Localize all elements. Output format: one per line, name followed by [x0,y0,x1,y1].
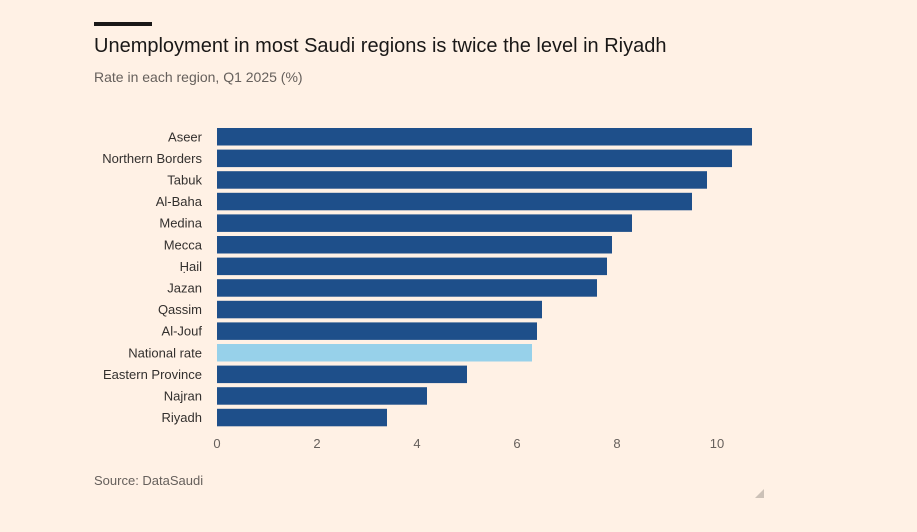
x-tick-label: 8 [613,436,620,451]
x-axis-ticks: 0 2 4 6 8 10 [213,436,724,451]
title-accent-rule [94,22,152,26]
x-tick-label: 10 [710,436,724,451]
x-tick-label: 0 [213,436,220,451]
bar-najran [217,387,427,405]
category-label-al-jouf: Al-Jouf [162,324,203,339]
category-label-national-rate: National rate [128,345,202,360]
bar-al-baha [217,192,692,211]
bar-riyadh [217,408,387,427]
chart-subtitle: Rate in each region, Q1 2025 (%) [94,69,303,85]
resize-grip-icon [755,489,764,498]
category-label-riyadh: Riyadh [162,410,202,425]
category-label-al-baha: Al-Baha [156,194,203,209]
category-label-eastern-province: Eastern Province [103,367,202,382]
bar-jazan [217,279,597,297]
category-label-aseer: Aseer [168,129,203,144]
bars [217,128,752,427]
bar-national-rate [217,344,532,362]
category-labels: Aseer Northern Borders Tabuk Al-Baha Medina M… [102,129,202,425]
bar-aseer [217,128,752,146]
bar-eastern-province [217,365,467,384]
category-label-jazan: Jazan [167,280,202,295]
bar-northern-borders [217,149,732,168]
category-label-hail: Ḥail [180,259,203,274]
category-label-qassim: Qassim [158,302,202,317]
bar-tabuk [217,171,707,189]
category-label-najran: Najran [164,388,202,403]
bar-qassim [217,300,542,319]
x-tick-label: 2 [313,436,320,451]
chart-title: Unemployment in most Saudi regions is tw… [94,35,667,57]
x-tick-label: 6 [513,436,520,451]
x-tick-label: 4 [413,436,420,451]
category-label-northern-borders: Northern Borders [102,151,202,166]
bar-mecca [217,236,612,254]
bar-al-jouf [217,322,537,340]
bar-hail [217,257,607,276]
category-label-medina: Medina [159,216,202,231]
source-note: Source: DataSaudi [94,473,204,488]
category-label-mecca: Mecca [164,237,203,252]
bar-medina [217,214,632,232]
category-label-tabuk: Tabuk [167,172,202,187]
